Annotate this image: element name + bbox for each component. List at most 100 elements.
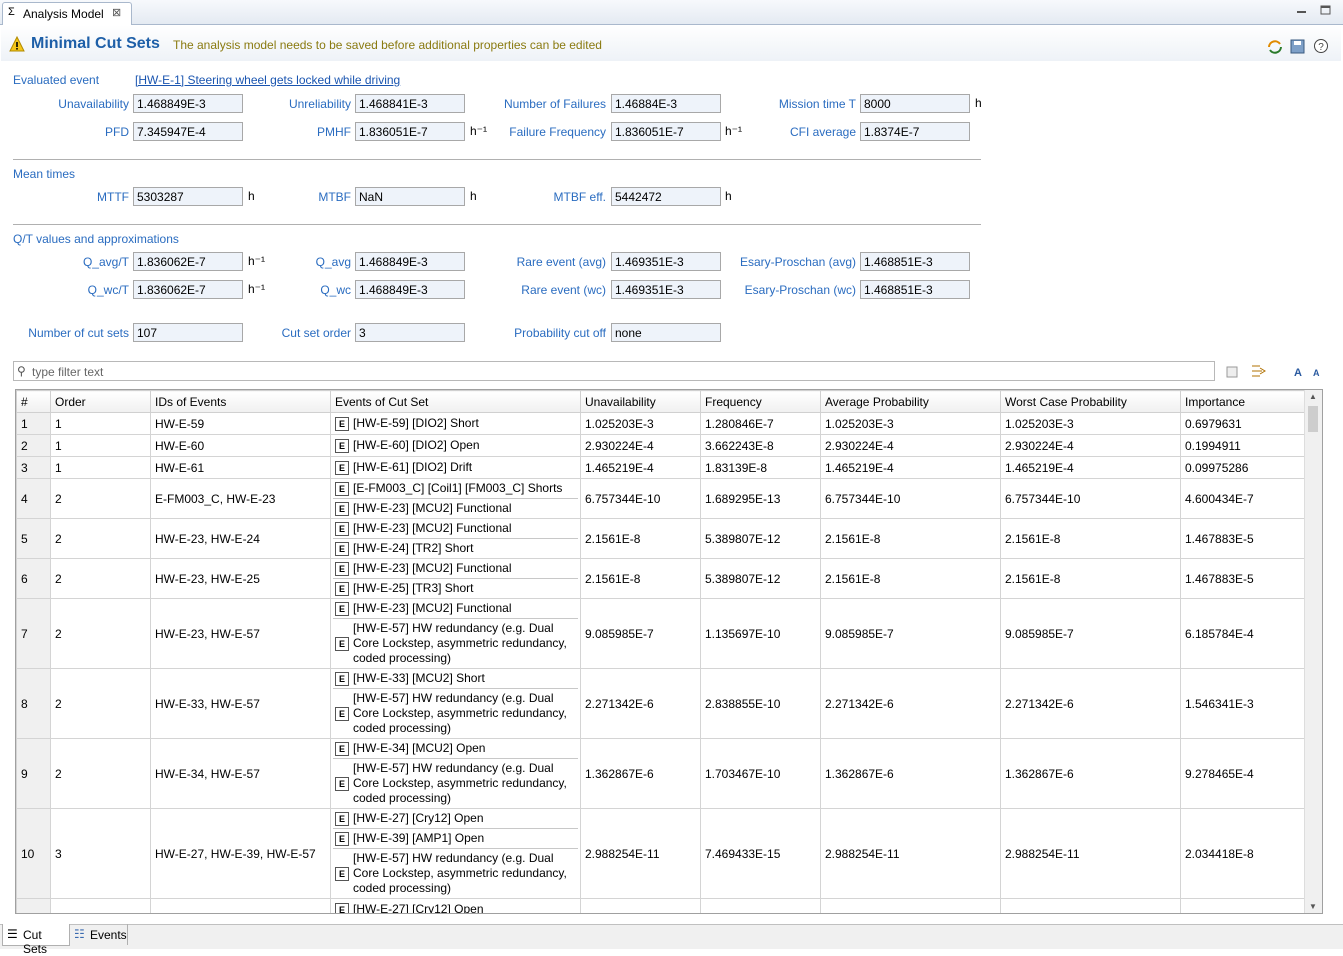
field-label: CFI average bbox=[789, 125, 856, 139]
column-header[interactable]: Frequency bbox=[700, 390, 821, 413]
events-cell: E [HW-E-27] [Cry12] Open bbox=[330, 898, 581, 913]
cell: 2.271342E-6 bbox=[1000, 668, 1181, 739]
cell: 2.1561E-8 bbox=[1000, 558, 1181, 599]
field-value[interactable]: 5442472 bbox=[611, 187, 721, 206]
cell-text: 1.467883E-5 bbox=[1185, 531, 1254, 546]
events-cell: E [HW-E-59] [DIO2] Short bbox=[330, 412, 581, 435]
svg-text:?: ? bbox=[1318, 42, 1324, 53]
column-header[interactable]: Events of Cut Set bbox=[330, 390, 581, 413]
cell-text: 9.085985E-7 bbox=[1005, 626, 1074, 641]
window-controls[interactable] bbox=[1290, 3, 1340, 19]
search-icon: ⚲ bbox=[17, 364, 26, 378]
cell-text: 1.362867E-6 bbox=[825, 766, 894, 781]
ids-text: HW-E-33, HW-E-57 bbox=[155, 696, 260, 711]
table-row[interactable]: 7 2 HW-E-23, HW-E-57 E [HW-E-23] [MCU2] Func… bbox=[16, 598, 1307, 669]
table-row[interactable]: E [HW-E-27] [Cry12] Open bbox=[16, 898, 1307, 913]
field-value[interactable]: 1.469351E-3 bbox=[611, 280, 721, 299]
column-header[interactable]: Unavailability bbox=[580, 390, 701, 413]
field-value[interactable]: 1.468851E-3 bbox=[860, 280, 970, 299]
column-header[interactable]: # bbox=[16, 390, 51, 413]
scroll-up[interactable]: ▲ bbox=[1309, 392, 1317, 401]
field-value[interactable]: 5303287 bbox=[133, 187, 243, 206]
cell: 3 bbox=[50, 808, 151, 899]
cell: 1.362867E-6 bbox=[820, 738, 1001, 809]
cell: 2 bbox=[50, 668, 151, 739]
table-row[interactable]: 6 2 HW-E-23, HW-E-25 E [HW-E-23] [MCU2] Func… bbox=[16, 558, 1307, 599]
scroll-thumb[interactable] bbox=[1308, 406, 1318, 432]
field-unit: h bbox=[975, 96, 982, 110]
cell: 1 bbox=[16, 412, 51, 435]
event-item: E [HW-E-57] HW redundancy (e.g. Dual Core… bbox=[333, 619, 578, 668]
cell-text: 5.389807E-12 bbox=[705, 571, 781, 586]
field-value[interactable]: 7.345947E-4 bbox=[133, 122, 243, 141]
field-value[interactable]: 1.469351E-3 bbox=[611, 252, 721, 271]
form-header bbox=[1, 25, 1341, 61]
header-actions[interactable]: ? bbox=[1266, 38, 1332, 56]
field-value[interactable]: 1.468849E-3 bbox=[133, 94, 243, 113]
tab-close[interactable]: ⊠ bbox=[112, 7, 122, 19]
cell-text: 2.271342E-6 bbox=[1005, 696, 1074, 711]
evaluated-event-link[interactable]: [HW-E-1] Steering wheel gets locked whil… bbox=[135, 73, 401, 87]
field-value[interactable]: 8000 bbox=[860, 94, 970, 113]
cell: 0.6979631 bbox=[1180, 412, 1307, 435]
field-value[interactable]: NaN bbox=[355, 187, 465, 206]
field-value[interactable]: 3 bbox=[355, 323, 465, 342]
events-cell: E [HW-E-23] [MCU2] Functional E [HW-E-57] H… bbox=[330, 598, 581, 669]
table-row[interactable]: 3 1 HW-E-61 E [HW-E-61] [DIO2] Drift 1.465219… bbox=[16, 456, 1307, 479]
field-value[interactable]: none bbox=[611, 323, 721, 342]
cell-text: 1.465219E-4 bbox=[825, 460, 894, 475]
column-header[interactable]: Order bbox=[50, 390, 151, 413]
table-row[interactable]: 10 3 HW-E-27, HW-E-39, HW-E-57 E [HW-E-27] [… bbox=[16, 808, 1307, 899]
table-row[interactable]: 8 2 HW-E-33, HW-E-57 E [HW-E-33] [MCU2] Shor… bbox=[16, 668, 1307, 739]
field-value[interactable]: 1.836051E-7 bbox=[355, 122, 465, 141]
event-icon: E bbox=[335, 902, 349, 913]
field-label: Cut set order bbox=[281, 326, 351, 340]
field-value[interactable]: 1.46884E-3 bbox=[611, 94, 721, 113]
cell bbox=[16, 898, 51, 913]
cell: 9.085985E-7 bbox=[820, 598, 1001, 669]
field-value[interactable]: 1.836062E-7 bbox=[133, 280, 243, 299]
table-row[interactable]: 2 1 HW-E-60 E [HW-E-60] [DIO2] Open 2.930224E… bbox=[16, 434, 1307, 457]
column-header[interactable]: Average Probability bbox=[820, 390, 1001, 413]
column-header[interactable]: Worst Case Probability bbox=[1000, 390, 1181, 413]
table-row[interactable]: 1 1 HW-E-59 E [HW-E-59] [DIO2] Short 1.025203… bbox=[16, 412, 1307, 435]
cell: 2.838855E-10 bbox=[700, 668, 821, 739]
cell: 6.185784E-4 bbox=[1180, 598, 1307, 669]
field-value[interactable]: 1.468849E-3 bbox=[355, 252, 465, 271]
table-row[interactable]: 9 2 HW-E-34, HW-E-57 E [HW-E-34] [MCU2] Open… bbox=[16, 738, 1307, 809]
field-value[interactable]: 1.468851E-3 bbox=[860, 252, 970, 271]
bottom-tab[interactable]: ☷ Events bbox=[71, 924, 128, 945]
cell: 1.025203E-3 bbox=[820, 412, 1001, 435]
field-value[interactable]: 1.836051E-7 bbox=[611, 122, 721, 141]
ids-text: HW-E-60 bbox=[155, 438, 205, 453]
cell: 1.467883E-5 bbox=[1180, 518, 1307, 559]
field-unit: h bbox=[470, 189, 477, 203]
field-value[interactable]: 107 bbox=[133, 323, 243, 342]
editor-tab[interactable]: Σ Analysis Model ⊠ bbox=[2, 2, 132, 25]
cell: 2.271342E-6 bbox=[820, 668, 1001, 739]
table-row[interactable]: 4 2 E-FM003_C, HW-E-23 E [E-FM003_C] [Coil1]… bbox=[16, 478, 1307, 519]
field-value[interactable]: 1.468841E-3 bbox=[355, 94, 465, 113]
field-value[interactable]: 1.8374E-7 bbox=[860, 122, 970, 141]
cell-text: 1.703467E-10 bbox=[705, 766, 781, 781]
scrollbar[interactable]: ▲ ▼ bbox=[1304, 390, 1322, 913]
cell-text: 2.1561E-8 bbox=[1005, 571, 1061, 586]
column-header[interactable]: IDs of Events bbox=[150, 390, 331, 413]
cell-text: 2.838855E-10 bbox=[705, 696, 781, 711]
bottom-tab[interactable]: ☰ Cut Sets bbox=[2, 924, 70, 956]
id-text: 10 bbox=[21, 846, 35, 861]
filter-input[interactable]: ⚲ type filter text bbox=[13, 361, 1215, 381]
events-cell: E [HW-E-23] [MCU2] Functional E [HW-E-25] [… bbox=[330, 558, 581, 599]
tab-icon: Σ bbox=[8, 6, 15, 18]
table-row[interactable]: 5 2 HW-E-23, HW-E-24 E [HW-E-23] [MCU2] Func… bbox=[16, 518, 1307, 559]
event-item: E [HW-E-23] [MCU2] Functional bbox=[333, 499, 578, 518]
scroll-down[interactable]: ▼ bbox=[1309, 902, 1317, 911]
column-header[interactable]: Importance bbox=[1180, 390, 1307, 413]
field-label: MTBF bbox=[318, 190, 351, 204]
bottom-tab-bar bbox=[0, 924, 1343, 949]
field-value[interactable]: 1.836062E-7 bbox=[133, 252, 243, 271]
cell: 1.703467E-10 bbox=[700, 738, 821, 809]
field-value[interactable]: 1.468849E-3 bbox=[355, 280, 465, 299]
bottom-tab-label: Cut Sets bbox=[23, 928, 48, 956]
